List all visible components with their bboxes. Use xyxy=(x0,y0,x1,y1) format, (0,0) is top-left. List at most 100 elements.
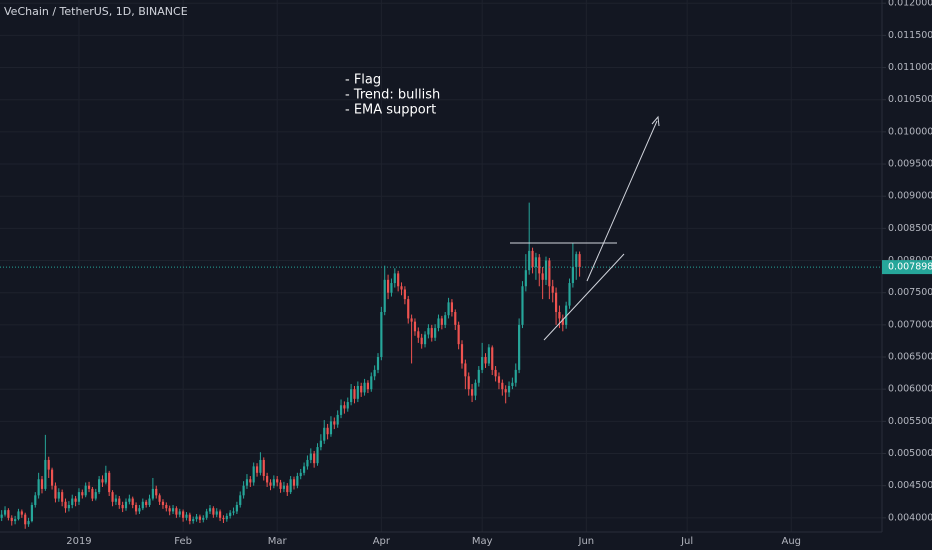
grid xyxy=(0,0,882,532)
candle-body xyxy=(222,517,225,520)
candle-body xyxy=(30,504,34,522)
candle-body xyxy=(148,498,151,505)
y-tick-label: 0.009000 xyxy=(888,191,932,202)
candle-body xyxy=(528,250,531,271)
candle-body xyxy=(400,286,403,290)
candle-body xyxy=(460,344,464,364)
candle-body xyxy=(54,485,57,499)
candle-body xyxy=(333,421,336,425)
x-tick-label: Feb xyxy=(174,536,192,547)
candle-body xyxy=(101,479,104,483)
candle-body xyxy=(319,440,322,448)
candle-body xyxy=(484,357,487,364)
candle-body xyxy=(393,273,396,284)
candle-body xyxy=(44,459,47,489)
candle-body xyxy=(269,482,272,486)
candle-body xyxy=(578,254,581,268)
y-tick-label: 0.004000 xyxy=(888,512,932,523)
candle-body xyxy=(208,508,212,512)
candle-body xyxy=(397,273,400,287)
y-tick-label: 0.008500 xyxy=(888,223,932,234)
candle-body xyxy=(249,479,252,483)
candle-body xyxy=(346,402,349,409)
candle-body xyxy=(141,501,144,509)
candle-body xyxy=(161,501,165,505)
candle-body xyxy=(259,459,262,473)
candle-body xyxy=(450,302,454,312)
candle-body xyxy=(565,305,568,325)
candle-body xyxy=(440,318,443,325)
annotation-line: - Flag xyxy=(345,73,381,88)
y-tick-label: 0.011500 xyxy=(888,30,932,41)
y-tick-label: 0.012000 xyxy=(888,0,932,9)
candle-body xyxy=(343,405,346,409)
candle-body xyxy=(464,363,467,377)
candle-body xyxy=(470,389,474,396)
candle-body xyxy=(571,266,574,284)
candle-body xyxy=(289,479,292,493)
candle-body xyxy=(104,472,107,483)
candle-body xyxy=(558,311,561,319)
y-tick-label: 0.011000 xyxy=(888,62,932,73)
candle-body xyxy=(229,512,232,516)
candle-body xyxy=(14,519,17,522)
candle-body xyxy=(239,495,242,505)
candle-body xyxy=(252,466,255,483)
candle-body xyxy=(114,498,118,502)
candle-body xyxy=(276,479,279,483)
candle-body xyxy=(7,510,10,518)
y-tick-label: 0.005000 xyxy=(888,448,932,459)
candle-body xyxy=(544,260,548,280)
candle-body xyxy=(24,514,27,525)
candle-body xyxy=(61,492,64,502)
x-tick-label: 2019 xyxy=(66,536,91,547)
candle-body xyxy=(521,286,524,325)
candle-body xyxy=(413,321,417,332)
candle-body xyxy=(185,514,188,518)
candle-body xyxy=(386,279,390,293)
candle-body xyxy=(242,485,245,496)
x-tick-label: May xyxy=(472,536,493,547)
candle-body xyxy=(444,315,447,325)
y-tick-label: 0.006500 xyxy=(888,352,932,363)
candle-body xyxy=(50,469,54,486)
flag-trendline xyxy=(543,253,625,341)
x-tick-label: Mar xyxy=(268,536,288,547)
candle-body xyxy=(17,511,20,520)
candle-body xyxy=(74,498,77,502)
candle-body xyxy=(145,501,148,505)
candle-body xyxy=(501,382,504,390)
candle-body xyxy=(326,427,329,435)
candle-body xyxy=(561,318,564,325)
candle-body xyxy=(518,324,521,370)
candle-body xyxy=(91,488,94,499)
candle-body xyxy=(507,385,511,393)
y-tick-label: 0.005500 xyxy=(888,416,932,427)
x-tick-label: Jul xyxy=(680,536,693,547)
candle-body xyxy=(370,376,373,390)
candle-body xyxy=(296,476,299,486)
candle-body xyxy=(407,299,410,319)
candle-body xyxy=(3,510,7,515)
candle-body xyxy=(410,318,413,322)
candle-body xyxy=(534,257,538,267)
candle-body xyxy=(138,508,141,512)
candle-body xyxy=(339,405,343,415)
candle-body xyxy=(165,504,168,509)
candle-body xyxy=(235,504,238,512)
candle-body xyxy=(548,260,551,287)
candle-body xyxy=(437,318,440,329)
candle-body xyxy=(376,357,380,370)
candle-body xyxy=(124,501,128,509)
candle-body xyxy=(504,389,507,393)
y-tick-label: 0.006000 xyxy=(888,384,932,395)
candle-body xyxy=(541,273,544,280)
candle-body xyxy=(262,459,265,477)
candle-body xyxy=(524,270,527,287)
candle-body xyxy=(151,488,154,499)
candle-body xyxy=(192,519,195,522)
candle-body xyxy=(427,328,430,335)
last-price-label: 0.007898 xyxy=(888,262,932,273)
candle-body xyxy=(430,328,433,338)
candle-body xyxy=(306,459,309,467)
